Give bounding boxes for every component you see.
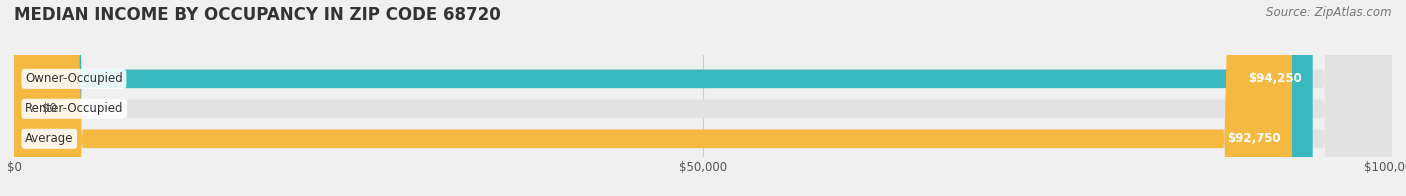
Text: $92,750: $92,750 bbox=[1227, 132, 1281, 145]
Text: MEDIAN INCOME BY OCCUPANCY IN ZIP CODE 68720: MEDIAN INCOME BY OCCUPANCY IN ZIP CODE 6… bbox=[14, 6, 501, 24]
FancyBboxPatch shape bbox=[14, 0, 1313, 196]
Text: Renter-Occupied: Renter-Occupied bbox=[25, 102, 124, 115]
Text: Source: ZipAtlas.com: Source: ZipAtlas.com bbox=[1267, 6, 1392, 19]
FancyBboxPatch shape bbox=[14, 0, 1392, 196]
FancyBboxPatch shape bbox=[14, 0, 1292, 196]
Text: $94,250: $94,250 bbox=[1249, 72, 1302, 85]
Text: Average: Average bbox=[25, 132, 73, 145]
FancyBboxPatch shape bbox=[14, 0, 1392, 196]
Text: Owner-Occupied: Owner-Occupied bbox=[25, 72, 122, 85]
FancyBboxPatch shape bbox=[14, 0, 1392, 196]
Text: $0: $0 bbox=[42, 102, 56, 115]
